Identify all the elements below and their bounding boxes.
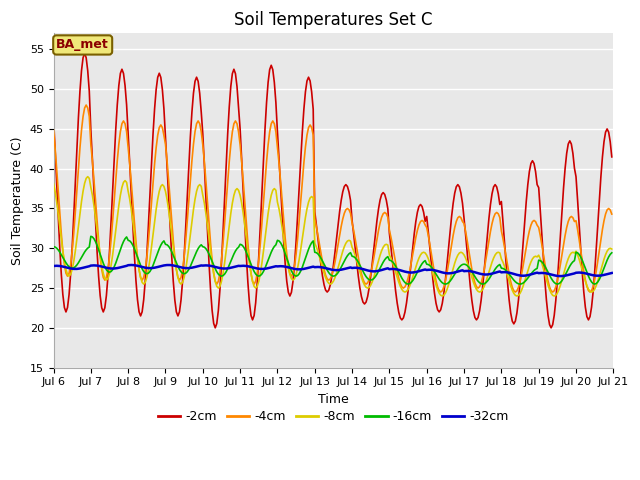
- -8cm: [218, 278, 225, 284]
- -4cm: [218, 257, 225, 263]
- -4cm: [437, 289, 445, 295]
- -8cm: [246, 260, 253, 266]
- -32cm: [218, 265, 225, 271]
- -16cm: [218, 273, 225, 279]
- -2cm: [247, 312, 255, 318]
- -32cm: [557, 273, 564, 279]
- -8cm: [438, 293, 446, 299]
- Line: -8cm: -8cm: [54, 177, 612, 296]
- -4cm: [608, 211, 616, 217]
- -16cm: [608, 250, 616, 256]
- Text: BA_met: BA_met: [56, 38, 109, 51]
- -32cm: [580, 270, 588, 276]
- -8cm: [296, 256, 303, 262]
- -2cm: [50, 115, 58, 121]
- -32cm: [118, 264, 126, 270]
- X-axis label: Time: Time: [318, 393, 349, 406]
- -4cm: [580, 268, 588, 274]
- Legend: -2cm, -4cm, -8cm, -16cm, -32cm: -2cm, -4cm, -8cm, -16cm, -32cm: [153, 405, 514, 428]
- -4cm: [83, 102, 90, 108]
- Title: Soil Temperatures Set C: Soil Temperatures Set C: [234, 11, 433, 29]
- Y-axis label: Soil Temperature (C): Soil Temperature (C): [11, 136, 24, 265]
- -32cm: [50, 263, 58, 269]
- -4cm: [120, 118, 127, 124]
- -16cm: [580, 261, 588, 267]
- -2cm: [81, 50, 88, 56]
- -2cm: [238, 157, 246, 163]
- -4cm: [296, 217, 303, 223]
- -16cm: [404, 281, 412, 287]
- -16cm: [87, 233, 95, 239]
- -8cm: [608, 246, 616, 252]
- Line: -4cm: -4cm: [54, 105, 612, 292]
- -2cm: [219, 229, 227, 235]
- -4cm: [236, 142, 244, 148]
- -2cm: [608, 154, 616, 160]
- -16cm: [50, 244, 58, 250]
- Line: -2cm: -2cm: [54, 53, 612, 328]
- -16cm: [296, 271, 303, 276]
- -4cm: [50, 127, 58, 133]
- Line: -32cm: -32cm: [54, 265, 612, 276]
- -2cm: [120, 71, 127, 76]
- -8cm: [50, 180, 58, 186]
- -8cm: [580, 273, 588, 279]
- -16cm: [120, 239, 127, 244]
- -32cm: [246, 264, 253, 269]
- -8cm: [120, 180, 127, 185]
- -32cm: [127, 262, 135, 268]
- -16cm: [246, 257, 253, 263]
- -2cm: [297, 156, 305, 161]
- -2cm: [211, 325, 219, 331]
- -8cm: [84, 174, 92, 180]
- -16cm: [236, 241, 244, 247]
- -4cm: [246, 257, 253, 263]
- -2cm: [580, 289, 588, 295]
- -32cm: [608, 270, 616, 276]
- Line: -16cm: -16cm: [54, 236, 612, 284]
- -32cm: [296, 266, 303, 272]
- -32cm: [236, 263, 244, 269]
- -8cm: [236, 192, 244, 198]
